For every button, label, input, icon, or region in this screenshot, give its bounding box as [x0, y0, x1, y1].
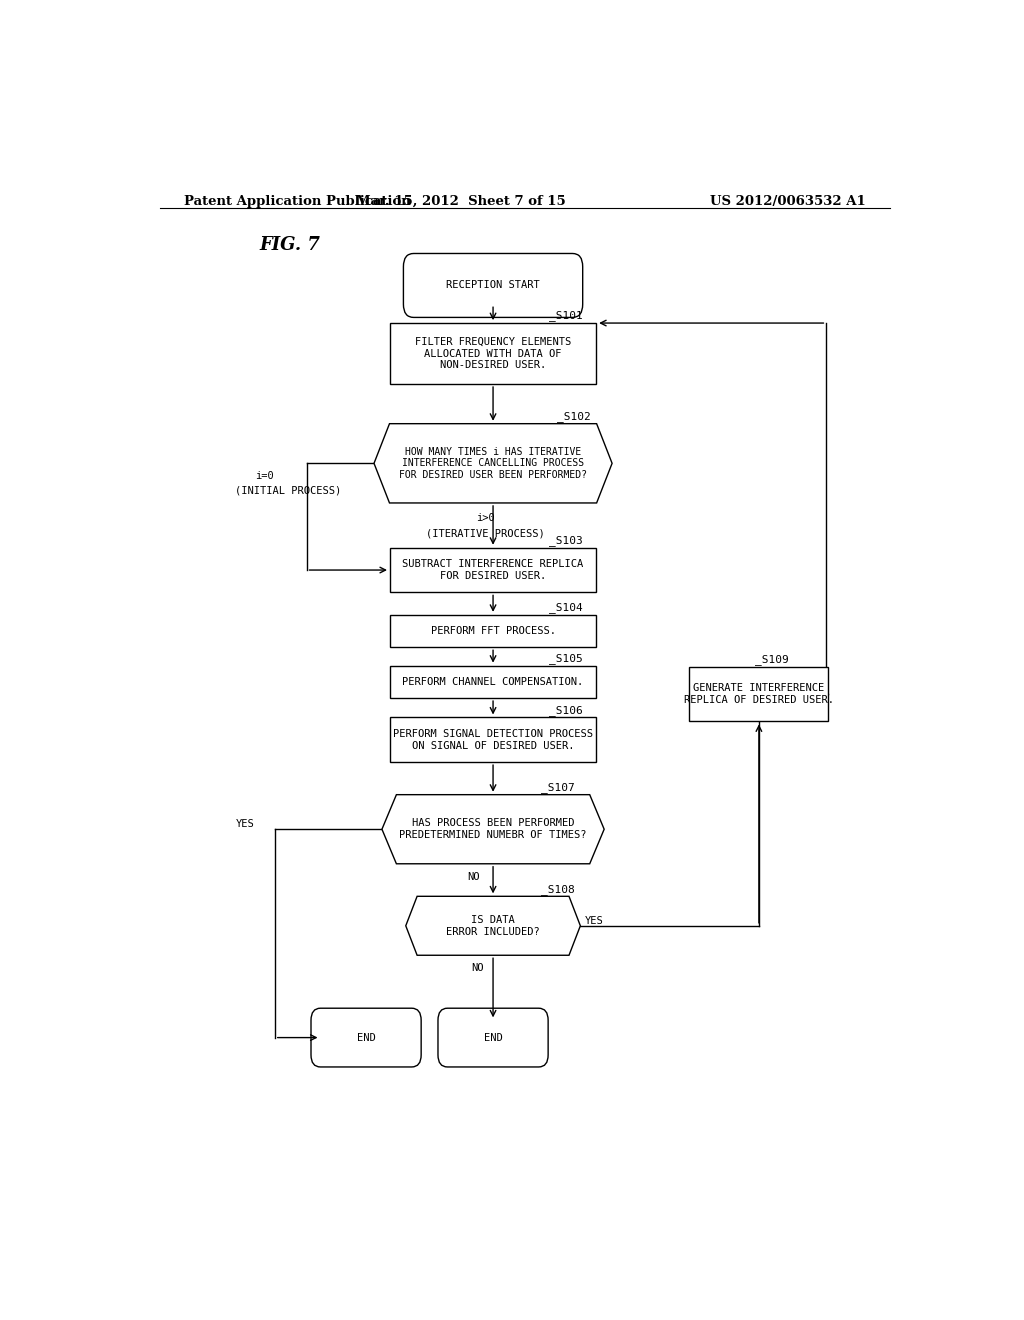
Text: RECEPTION START: RECEPTION START: [446, 280, 540, 290]
Text: YES: YES: [585, 916, 603, 925]
Polygon shape: [406, 896, 581, 956]
Text: _S105: _S105: [549, 653, 583, 664]
Text: _S104: _S104: [549, 602, 583, 612]
Text: _S108: _S108: [541, 883, 574, 895]
Text: Patent Application Publication: Patent Application Publication: [183, 194, 411, 207]
Bar: [390, 548, 596, 593]
Text: NO: NO: [467, 873, 479, 882]
Bar: [390, 615, 596, 647]
Text: (ITERATIVE PROCESS): (ITERATIVE PROCESS): [426, 528, 545, 539]
Text: _S102: _S102: [557, 411, 590, 422]
Text: _S107: _S107: [541, 781, 574, 793]
Bar: [390, 718, 596, 762]
FancyBboxPatch shape: [403, 253, 583, 317]
Bar: [689, 667, 828, 722]
Text: NO: NO: [471, 964, 483, 973]
Text: i=0: i=0: [255, 470, 273, 480]
Text: _S106: _S106: [549, 705, 583, 715]
Text: IS DATA
ERROR INCLUDED?: IS DATA ERROR INCLUDED?: [446, 915, 540, 937]
FancyBboxPatch shape: [311, 1008, 421, 1067]
Text: HOW MANY TIMES i HAS ITERATIVE
INTERFERENCE CANCELLING PROCESS
FOR DESIRED USER : HOW MANY TIMES i HAS ITERATIVE INTERFERE…: [399, 446, 587, 480]
Text: _S103: _S103: [549, 535, 583, 546]
Text: i>0: i>0: [476, 513, 495, 523]
Text: PERFORM FFT PROCESS.: PERFORM FFT PROCESS.: [430, 626, 556, 636]
Text: HAS PROCESS BEEN PERFORMED
PREDETERMINED NUMEBR OF TIMES?: HAS PROCESS BEEN PERFORMED PREDETERMINED…: [399, 818, 587, 840]
Text: _S101: _S101: [549, 310, 583, 321]
Bar: [390, 665, 596, 698]
Text: (INITIAL PROCESS): (INITIAL PROCESS): [236, 486, 341, 496]
Bar: [390, 323, 596, 384]
Polygon shape: [382, 795, 604, 863]
Polygon shape: [374, 424, 612, 503]
Text: END: END: [483, 1032, 503, 1043]
FancyBboxPatch shape: [438, 1008, 548, 1067]
Text: PERFORM SIGNAL DETECTION PROCESS
ON SIGNAL OF DESIRED USER.: PERFORM SIGNAL DETECTION PROCESS ON SIGN…: [393, 729, 593, 751]
Text: YES: YES: [237, 820, 255, 829]
Text: SUBTRACT INTERFERENCE REPLICA
FOR DESIRED USER.: SUBTRACT INTERFERENCE REPLICA FOR DESIRE…: [402, 560, 584, 581]
Text: _S109: _S109: [755, 653, 788, 665]
Text: Mar. 15, 2012  Sheet 7 of 15: Mar. 15, 2012 Sheet 7 of 15: [356, 194, 566, 207]
Text: END: END: [356, 1032, 376, 1043]
Text: US 2012/0063532 A1: US 2012/0063532 A1: [711, 194, 866, 207]
Text: GENERATE INTERFERENCE
REPLICA OF DESIRED USER.: GENERATE INTERFERENCE REPLICA OF DESIRED…: [684, 684, 834, 705]
Text: FIG. 7: FIG. 7: [259, 236, 319, 253]
Text: FILTER FREQUENCY ELEMENTS
ALLOCATED WITH DATA OF
NON-DESIRED USER.: FILTER FREQUENCY ELEMENTS ALLOCATED WITH…: [415, 337, 571, 370]
Text: PERFORM CHANNEL COMPENSATION.: PERFORM CHANNEL COMPENSATION.: [402, 677, 584, 686]
